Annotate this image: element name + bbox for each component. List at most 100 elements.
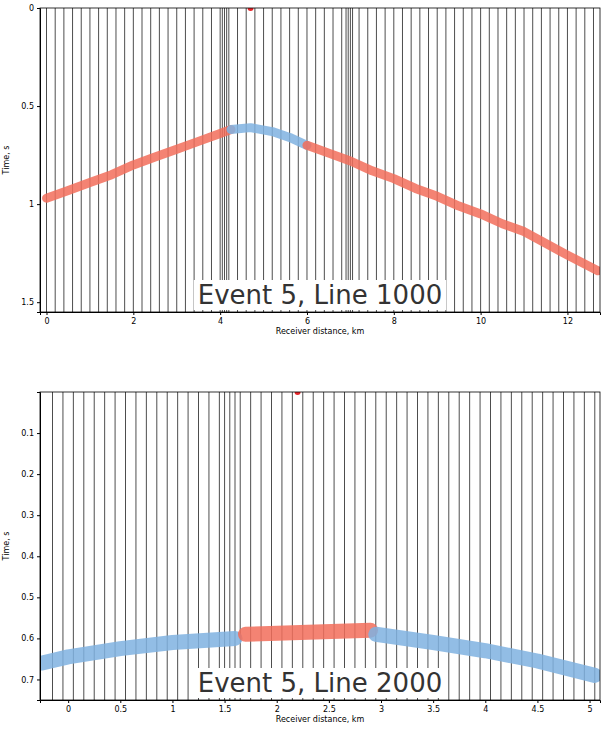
trace [81,8,82,312]
trace [411,8,412,312]
trace [375,392,376,700]
x-tick-mark [394,312,395,315]
trace [240,392,241,700]
trace [313,392,314,700]
y-axis-title: Time, s [2,146,11,176]
trace [185,8,186,312]
trace [315,8,316,312]
trace [576,8,577,312]
y-tick: 0.1 [21,429,40,438]
x-tick-label: 10 [476,317,486,326]
trace [515,8,516,312]
trace [224,8,225,312]
trace [594,392,595,700]
y-tick: 0.5 [21,593,40,602]
x-tick-mark [485,700,486,703]
trace [438,392,439,700]
trace [396,392,397,700]
trace [532,8,533,312]
x-tick-mark [277,700,278,703]
trace [306,8,307,312]
trace [263,8,264,312]
x-axis-title: Receiver distance, km [276,715,365,724]
trace [280,8,281,312]
x-tick: 0 [44,312,49,326]
trace [272,8,273,312]
trace [202,8,203,312]
x-tick-mark [220,312,221,315]
y-tick: 1.5 [21,298,40,307]
trace [254,8,255,312]
x-tick-label: 8 [392,317,397,326]
panel: 02468101200.511.5Receiver distance, kmTi… [2,4,601,336]
x-tick-mark [47,312,48,315]
x-tick-mark [567,312,568,315]
trace [220,8,221,312]
trace [427,392,428,700]
trace [226,8,227,312]
y-tick: 1 [29,200,40,209]
trace [124,8,125,312]
trace [489,8,490,312]
trace [541,8,542,312]
x-tick-mark [433,700,434,703]
trace [292,392,293,700]
y-axis-line [37,9,41,313]
trace [98,8,99,312]
x-tick: 1 [170,700,175,714]
x-tick-label: 3 [379,705,384,714]
trace [188,392,189,700]
trace [298,8,299,312]
x-tick-label: 12 [563,317,573,326]
x-tick: 5 [588,700,593,714]
pick-line [245,630,370,634]
trace [428,8,429,312]
trace [229,392,230,700]
y-tick-label: 0.4 [21,552,34,561]
y-tick: 0.3 [21,511,40,520]
trace [354,392,355,700]
y-tick: 0.5 [21,102,40,111]
trace [393,8,394,312]
x-tick-label: 1 [170,705,175,714]
x-tick-label: 2 [275,705,280,714]
x-tick-mark [590,700,591,703]
trace [235,392,236,700]
x-tick-label: 0 [44,317,49,326]
x-tick-mark [133,312,134,315]
trace [563,392,564,700]
y-tick-mark [37,204,40,205]
y-axis: 0.10.20.30.40.50.60.7 [21,393,40,701]
pick-line [42,638,235,663]
x-tick-label: 2 [131,317,136,326]
y-axis-title: Time, s [2,532,11,562]
x-tick-label: 4 [218,317,223,326]
y-tick-label: 0.5 [21,102,34,111]
x-tick-mark [329,700,330,703]
x-tick: 2.5 [323,700,336,714]
trace [553,392,554,700]
x-tick: 4.5 [532,700,545,714]
trace [567,8,568,312]
x-tick-mark [537,700,538,703]
source-marker [295,392,301,395]
x-tick-mark [172,700,173,703]
trace [237,8,238,312]
pick-line [231,128,307,146]
trace [480,8,481,312]
y-tick-mark [37,638,40,639]
x-tick-label: 3.5 [427,705,440,714]
trace [271,392,272,700]
trace [550,8,551,312]
annotation-patch [194,668,446,698]
y-tick: 0.4 [21,552,40,561]
x-tick: 3.5 [427,700,440,714]
trace [115,8,116,312]
x-tick: 3 [379,700,384,714]
x-tick: 6 [305,312,310,326]
x-tick-label: 5 [588,705,593,714]
trace [402,8,403,312]
x-tick-label: 6 [305,317,310,326]
y-tick: 0.6 [21,634,40,643]
x-tick: 12 [563,312,573,326]
